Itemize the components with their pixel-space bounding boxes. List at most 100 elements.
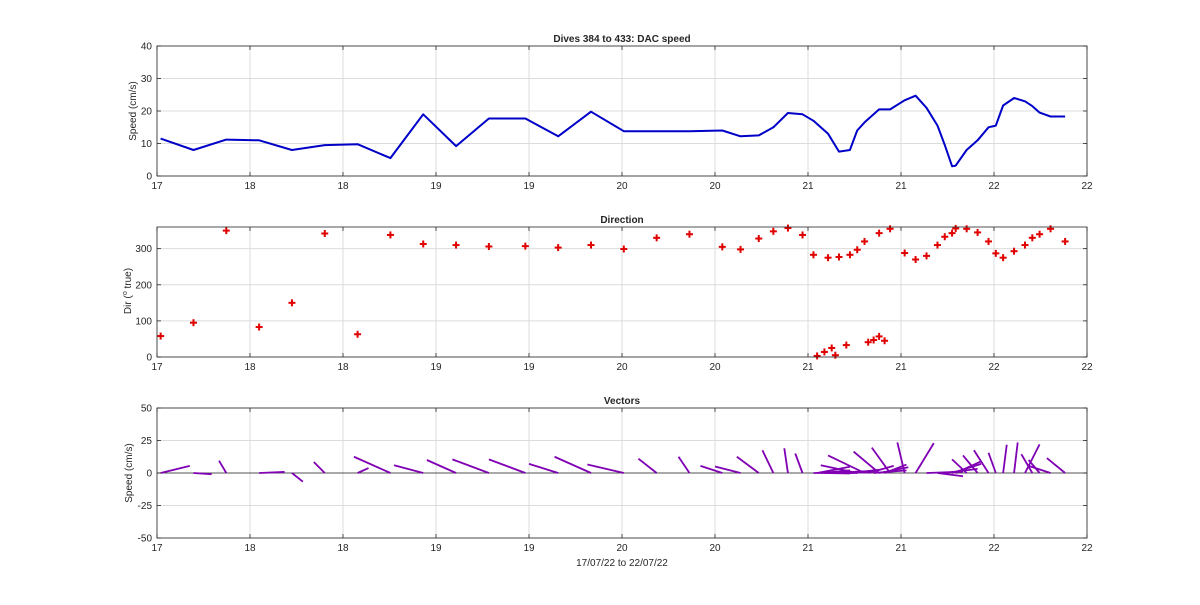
direction-point — [974, 228, 982, 236]
direction-xtick-label: 20 — [616, 362, 628, 373]
direction-ytick-label: 100 — [135, 316, 152, 327]
direction-ylabel: Dir (o true) — [122, 268, 134, 314]
speed-xtick-label: 22 — [1081, 181, 1093, 192]
direction-point — [881, 337, 889, 345]
vector-stick — [1024, 443, 1041, 474]
vector-stick — [637, 457, 658, 474]
direction-point — [288, 299, 296, 307]
direction-point — [948, 229, 956, 237]
direction-point — [828, 344, 836, 352]
speed-ytick-label: 0 — [146, 172, 152, 183]
vectors-marks — [157, 442, 1087, 483]
vector-stick — [831, 470, 865, 474]
vector-stick — [937, 472, 964, 478]
speed-xtick-label: 18 — [337, 181, 349, 192]
vectors-xtick-label: 17 — [151, 543, 163, 554]
vector-stick — [160, 464, 191, 474]
direction-point — [886, 225, 894, 233]
vector-stick — [1046, 457, 1066, 474]
direction-point — [1061, 237, 1069, 245]
vectors-xtick-label: 21 — [802, 543, 814, 554]
vectors-ylabel: Speed (cm/s) — [124, 443, 135, 502]
speed-ytick-label: 40 — [141, 42, 153, 53]
vector-stick — [452, 458, 490, 474]
vectors-xtick-label: 22 — [1081, 543, 1093, 554]
vectors-ytick-label: 0 — [146, 469, 152, 480]
direction-point — [963, 225, 971, 233]
direction-ylabel-pre: Dir ( — [123, 295, 134, 315]
direction-xtick-label: 19 — [523, 362, 535, 373]
direction-point — [842, 341, 850, 349]
speed-ytick-label: 10 — [141, 139, 153, 150]
direction-point — [923, 252, 931, 260]
speed-xtick-label: 22 — [988, 181, 1000, 192]
speed-xtick-label: 20 — [709, 181, 721, 192]
vector-stick — [951, 458, 968, 474]
speed-ytick-label: 20 — [141, 107, 153, 118]
vector-stick — [761, 449, 775, 474]
direction-point — [485, 243, 493, 250]
vector-stick — [884, 463, 907, 474]
vector-stick — [1013, 442, 1019, 474]
vector-stick — [700, 464, 723, 474]
vector-stick — [1002, 444, 1008, 474]
direction-point — [985, 237, 993, 245]
direction-point — [784, 224, 792, 232]
speed-panel: Dives 384 to 433: DAC speed Speed (cm/s)… — [128, 34, 1093, 192]
direction-point — [755, 235, 763, 243]
vector-stick — [677, 456, 691, 474]
direction-point — [809, 251, 817, 259]
vectors-xtick-label: 18 — [337, 543, 349, 554]
vectors-xlabel: 17/07/22 to 22/07/22 — [576, 558, 668, 569]
speed-ylabel: Speed (cm/s) — [128, 81, 139, 140]
vector-stick — [871, 447, 891, 474]
direction-point — [321, 230, 329, 237]
direction-point — [1021, 241, 1029, 249]
direction-ylabel-post: true) — [123, 268, 134, 291]
direction-point — [835, 253, 843, 261]
speed-title: Dives 384 to 433: DAC speed — [553, 34, 690, 45]
vectors-axes-box — [156, 407, 1088, 539]
direction-xtick-label: 21 — [802, 362, 814, 373]
vector-stick — [488, 458, 526, 474]
direction-point — [820, 348, 828, 356]
vectors-xtick-label: 20 — [616, 543, 628, 554]
direction-point — [718, 243, 726, 251]
direction-point — [255, 323, 263, 331]
direction-xtick-label: 18 — [337, 362, 349, 373]
direction-point — [853, 246, 861, 254]
speed-xtick-label: 19 — [430, 181, 442, 192]
speed-ytick-label: 30 — [141, 74, 153, 85]
vector-stick — [393, 464, 424, 474]
vector-stick — [794, 453, 804, 474]
vector-stick — [736, 456, 760, 474]
direction-point — [875, 229, 883, 237]
direction-point — [653, 234, 661, 242]
direction-panel: Direction Dir (o true) 17 18 18 19 19 20 20 21 2… — [122, 215, 1093, 373]
vector-stick — [987, 452, 997, 474]
vector-stick — [587, 463, 625, 474]
speed-xtick-label: 20 — [616, 181, 628, 192]
direction-point — [354, 330, 362, 338]
vector-stick — [1028, 464, 1051, 474]
direction-ytick-label: 0 — [146, 353, 152, 364]
direction-point — [831, 351, 839, 359]
direction-point — [941, 233, 949, 241]
speed-xtick-label: 21 — [895, 181, 907, 192]
direction-xtick-label: 22 — [988, 362, 1000, 373]
speed-xtick-label: 17 — [151, 181, 163, 192]
vector-stick — [218, 460, 228, 474]
vectors-ytick-label: 25 — [141, 436, 153, 447]
direction-point — [901, 249, 909, 257]
speed-xtick-label: 21 — [802, 181, 814, 192]
vector-stick — [962, 454, 979, 474]
speed-axes-box — [156, 45, 1088, 177]
direction-point — [452, 241, 460, 249]
direction-ytick-label: 300 — [135, 244, 152, 255]
direction-point — [386, 231, 394, 239]
direction-point — [587, 241, 595, 249]
vector-stick — [1027, 459, 1041, 474]
speed-marks — [160, 94, 1066, 168]
vector-stick — [193, 472, 212, 476]
